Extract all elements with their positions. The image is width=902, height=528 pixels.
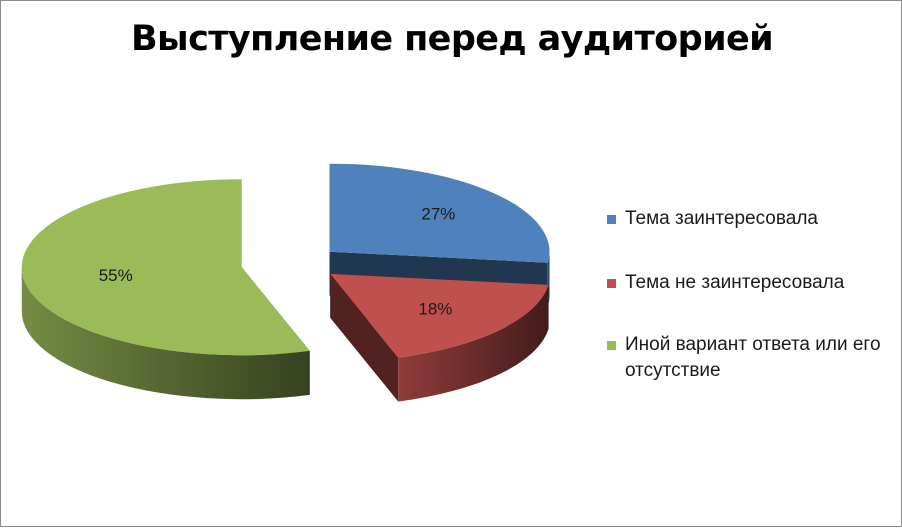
legend-label-0: Тема заинтересовала bbox=[625, 208, 818, 229]
pie-slice-1 bbox=[330, 273, 549, 358]
chart-title: Выступление перед аудиторией bbox=[130, 19, 774, 59]
legend-swatch-1 bbox=[607, 279, 616, 288]
legend-swatch-0 bbox=[607, 215, 616, 224]
legend-item-0: Тема заинтересовала bbox=[607, 206, 897, 232]
data-label-2: 55% bbox=[99, 266, 133, 285]
pie-slice-0 bbox=[329, 163, 550, 263]
legend-item-2: Иной вариант ответа или его отсутствие bbox=[607, 332, 897, 384]
legend-label-1: Тема не заинтересовала bbox=[625, 272, 845, 293]
legend: Тема заинтересовала Тема не заинтересова… bbox=[607, 206, 897, 422]
legend-label-2: Иной вариант ответа или его отсутствие bbox=[625, 334, 881, 381]
pie-slice-2 bbox=[21, 179, 310, 356]
data-label-1: 18% bbox=[418, 300, 452, 319]
data-label-0: 27% bbox=[421, 204, 455, 223]
legend-swatch-2 bbox=[607, 341, 616, 350]
legend-item-1: Тема не заинтересовала bbox=[607, 270, 897, 296]
